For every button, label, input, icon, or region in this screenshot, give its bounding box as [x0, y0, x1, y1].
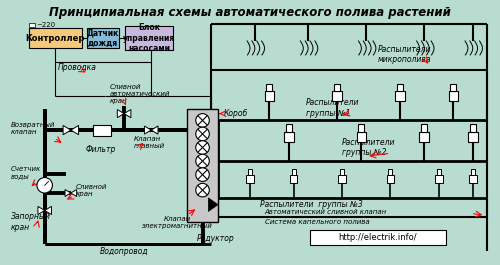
Bar — [88, 28, 120, 48]
Circle shape — [196, 141, 209, 154]
Text: Распылители
группы №1: Распылители группы №1 — [306, 98, 360, 117]
Bar — [264, 91, 274, 101]
Polygon shape — [38, 206, 44, 215]
Bar — [356, 132, 366, 142]
Text: Запорный
кран: Запорный кран — [11, 212, 51, 232]
Bar — [470, 124, 476, 132]
Bar — [292, 169, 296, 175]
Bar — [420, 132, 429, 142]
Text: Контроллер: Контроллер — [26, 34, 85, 43]
Polygon shape — [71, 125, 78, 135]
Circle shape — [196, 114, 209, 127]
Bar — [286, 124, 292, 132]
Bar — [469, 175, 476, 183]
Text: Блок
управления
насосами: Блок управления насосами — [123, 23, 176, 53]
Polygon shape — [65, 189, 71, 197]
Text: Редуктор: Редуктор — [197, 234, 235, 243]
Text: Счетчик
воды: Счетчик воды — [11, 166, 41, 179]
Text: http://electrik.info/: http://electrik.info/ — [338, 233, 417, 242]
Bar — [29, 23, 35, 27]
Bar — [388, 169, 392, 175]
Text: Датчик
дождя: Датчик дождя — [86, 28, 119, 48]
Text: Принципиальная схемы автоматического полива растений: Принципиальная схемы автоматического пол… — [49, 6, 451, 19]
Text: Водопровод: Водопровод — [100, 247, 148, 256]
Bar — [187, 109, 218, 222]
Text: Короб: Короб — [224, 109, 248, 118]
Circle shape — [196, 154, 209, 168]
Bar — [338, 175, 346, 183]
Circle shape — [37, 178, 52, 193]
Circle shape — [196, 183, 209, 197]
Bar — [340, 169, 344, 175]
Bar — [397, 83, 403, 91]
Text: Клапан
главный: Клапан главный — [134, 136, 165, 149]
Polygon shape — [124, 109, 131, 118]
Polygon shape — [144, 126, 151, 134]
Polygon shape — [118, 109, 124, 118]
Text: Распылители
микрополива: Распылители микрополива — [378, 45, 432, 64]
Text: Возвратный
клапан: Возвратный клапан — [11, 122, 55, 135]
Text: Проводка: Проводка — [58, 63, 97, 72]
Text: Распылители
группы №2: Распылители группы №2 — [342, 138, 396, 157]
Polygon shape — [63, 125, 71, 135]
Polygon shape — [208, 198, 218, 211]
Text: Распылители  группы №3: Распылители группы №3 — [260, 200, 362, 209]
Bar — [437, 169, 441, 175]
Text: ~220: ~220 — [36, 21, 55, 28]
Text: Фильтр: Фильтр — [86, 145, 116, 154]
Text: Сливной
кран: Сливной кран — [76, 184, 107, 197]
Bar — [332, 91, 342, 101]
Text: Автоматический сливной клапан: Автоматический сливной клапан — [264, 209, 387, 215]
Bar — [246, 175, 254, 183]
Bar — [396, 91, 405, 101]
Bar — [468, 132, 477, 142]
Bar — [248, 169, 252, 175]
Bar — [450, 83, 456, 91]
Bar — [358, 124, 364, 132]
Bar — [125, 26, 174, 50]
Bar — [284, 132, 294, 142]
Polygon shape — [71, 189, 76, 197]
Polygon shape — [151, 126, 158, 134]
Bar — [386, 175, 394, 183]
Bar — [448, 91, 458, 101]
Bar — [422, 124, 427, 132]
Bar — [266, 83, 272, 91]
Bar — [334, 83, 340, 91]
Text: Клапан
электромагнитный: Клапан электромагнитный — [142, 216, 212, 229]
Bar — [93, 125, 110, 136]
Bar — [29, 28, 82, 48]
Bar — [435, 175, 442, 183]
Bar — [310, 230, 446, 245]
Text: Система капельного полива: Система капельного полива — [264, 219, 369, 225]
Text: Сливной
автоматический
кран: Сливной автоматический кран — [110, 84, 170, 104]
Polygon shape — [44, 206, 52, 215]
Circle shape — [196, 127, 209, 141]
Circle shape — [196, 168, 209, 182]
Bar — [471, 169, 474, 175]
Bar — [290, 175, 298, 183]
